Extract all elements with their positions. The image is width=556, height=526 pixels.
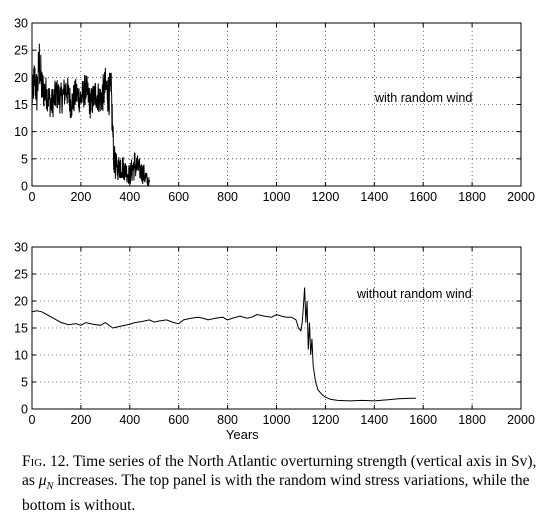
caption-symbol: μ xyxy=(38,472,47,489)
y-tick-label: 0 xyxy=(21,403,28,417)
x-tick-label: 1800 xyxy=(458,413,486,427)
caption-symbol-subscript: N xyxy=(46,481,54,493)
x-tick-label: 2000 xyxy=(507,413,535,427)
x-tick-label: 400 xyxy=(119,190,140,204)
y-tick-label: 5 xyxy=(21,152,28,166)
x-tick-label: 1200 xyxy=(311,413,339,427)
x-tick-label: 1400 xyxy=(360,190,388,204)
figure-caption: Fig. 12. Time series of the North Atlant… xyxy=(22,452,542,515)
x-tick-label: 800 xyxy=(217,413,238,427)
y-tick-label: 20 xyxy=(14,71,28,85)
series-line xyxy=(31,43,150,187)
y-tick-label: 30 xyxy=(14,241,28,255)
x-tick-label: 600 xyxy=(168,413,189,427)
y-tick-label: 25 xyxy=(14,268,28,282)
x-tick-label: 1600 xyxy=(409,190,437,204)
x-tick-label: 1800 xyxy=(458,190,486,204)
x-tick-label: 800 xyxy=(217,190,238,204)
x-tick-label: 600 xyxy=(168,190,189,204)
series-line xyxy=(31,287,416,402)
panel-annotation: with random wind xyxy=(374,91,472,105)
y-tick-label: 30 xyxy=(14,17,28,31)
y-tick-label: 10 xyxy=(14,349,28,363)
caption-figure-label: Fig. 12. xyxy=(22,453,70,470)
x-axis-label: Years xyxy=(226,427,259,442)
y-tick-label: 15 xyxy=(14,98,28,112)
x-tick-label: 400 xyxy=(119,413,140,427)
top-panel-with-random-wind: 0 200 400 600 800 1000 1200 1400 1600 1800 2000 0 5 1… xyxy=(14,17,535,205)
x-tick-label: 200 xyxy=(70,190,91,204)
y-tick-label: 20 xyxy=(14,295,28,309)
x-tick-label: 200 xyxy=(70,413,91,427)
x-tick-label: 1000 xyxy=(263,413,291,427)
panel-annotation: without random wind xyxy=(356,287,472,301)
y-tick-label: 25 xyxy=(14,44,28,58)
x-tick-label: 1400 xyxy=(360,413,388,427)
x-tick-label: 1000 xyxy=(263,190,291,204)
x-tick-label: 1600 xyxy=(409,413,437,427)
caption-text: Time series of the North Atlantic overtu… xyxy=(22,453,537,489)
x-tick-label: 2000 xyxy=(507,190,535,204)
caption-text-end: increases. The top panel is with the ran… xyxy=(22,472,530,515)
x-tick-label: 0 xyxy=(29,413,36,427)
y-tick-label: 15 xyxy=(14,322,28,336)
x-tick-label: 1200 xyxy=(311,190,339,204)
x-tick-label: 0 xyxy=(29,190,36,204)
y-tick-label: 0 xyxy=(21,180,28,194)
bottom-panel-without-random-wind: 0 200 400 600 800 1000 1200 1400 1600 1800 2000 0 5 1… xyxy=(14,241,535,443)
y-tick-label: 10 xyxy=(14,125,28,139)
y-tick-label: 5 xyxy=(21,376,28,390)
